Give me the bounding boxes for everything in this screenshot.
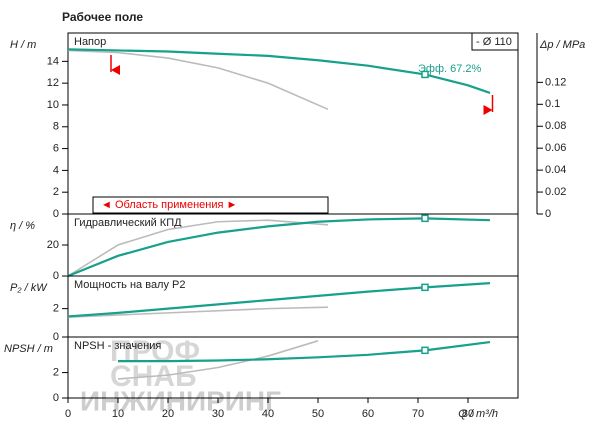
x-axis-label: Q / m³/h (458, 408, 498, 420)
panel-title: NPSH - значения (74, 340, 161, 352)
curve (67, 217, 491, 278)
x-tick-label: 40 (262, 408, 274, 420)
x-tick-label: 80 (462, 408, 474, 420)
y-tick-label: 0 (53, 331, 59, 343)
panel-frame (67, 32, 519, 215)
y2-tick-label: 0.08 (545, 120, 566, 132)
y2-tick-label: 0.12 (545, 76, 566, 88)
y2-tick-label: 0.02 (545, 186, 566, 198)
panel-frame (67, 336, 519, 399)
range-end-marker (483, 105, 493, 115)
y-tick-label: 2 (53, 366, 59, 378)
duty-point (421, 70, 429, 79)
y-tick-label: 0 (53, 270, 59, 282)
y-tick-label: 20 (47, 239, 59, 251)
y2-axis-label: Δp / MPa (539, 39, 585, 51)
y2-tick-label: 0.1 (545, 98, 560, 110)
y-tick-label: 0 (53, 208, 59, 220)
watermark: ИНЖИНИРИНГ (80, 385, 281, 416)
duty-point (421, 283, 429, 292)
y-tick-label: 2 (53, 303, 59, 315)
y2-tick-label: 0 (545, 208, 551, 220)
y-tick-label: 10 (47, 99, 59, 111)
panel-title: Мощность на валу P2 (74, 279, 186, 291)
y-tick-label: 6 (53, 142, 59, 154)
range-label: ◄ Область применения ► (101, 199, 237, 211)
y-tick-label: 8 (53, 121, 59, 133)
y-axis-label: P₂ / kW (10, 282, 48, 294)
x-tick-label: 60 (362, 408, 374, 420)
x-tick-label: 50 (312, 408, 324, 420)
y-tick-label: 4 (53, 164, 59, 176)
curve (67, 281, 491, 318)
curve (118, 340, 491, 363)
x-tick-label: 70 (412, 408, 424, 420)
curve (67, 306, 329, 318)
watermark: ПРОФ (110, 335, 200, 368)
y-axis-label: η / % (10, 220, 35, 232)
y-tick-label: 2 (53, 186, 59, 198)
chart-title: Рабочее поле (62, 10, 143, 24)
y-tick-label: 14 (47, 55, 59, 67)
duty-point (421, 214, 429, 223)
y2-tick-label: 0.04 (545, 164, 566, 176)
diameter-label: - Ø 110 (476, 36, 512, 48)
range-box (92, 196, 329, 214)
y-axis-label: H / m (10, 39, 36, 51)
range-start-marker (111, 65, 120, 75)
x-tick-label: 30 (212, 408, 224, 420)
y2-tick-label: 0.06 (545, 142, 566, 154)
y-axis-label: NPSH / m (4, 343, 53, 355)
curve (67, 219, 329, 277)
curve (117, 340, 319, 380)
x-tick-label: 10 (112, 408, 124, 420)
y-tick-label: 0 (53, 392, 59, 404)
x-tick-label: 20 (162, 408, 174, 420)
diameter-box (471, 32, 519, 51)
x-tick-label: 0 (65, 408, 71, 420)
y-tick-label: 12 (47, 77, 59, 89)
efficiency-label: Эфф. 67.2% (418, 63, 482, 75)
duty-point (421, 346, 429, 355)
curve (67, 48, 491, 95)
panel-title: Напор (74, 36, 106, 48)
panel-title: Гидравлический КПД (74, 217, 182, 229)
curve (67, 49, 329, 111)
